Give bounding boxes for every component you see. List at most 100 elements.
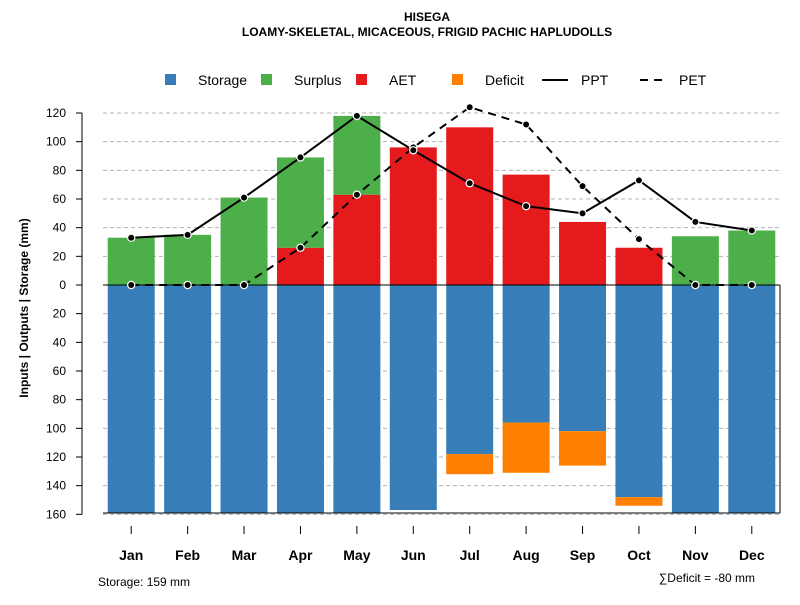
storage-bar — [389, 285, 437, 511]
legend-swatch-deficit — [452, 74, 463, 85]
legend-swatch-surplus — [261, 74, 272, 85]
y-tick-label: 60 — [53, 364, 67, 378]
y-tick-label: 80 — [53, 393, 67, 407]
legend-label-pet: PET — [679, 72, 707, 88]
ppt-point — [578, 209, 587, 218]
legend: Storage Surplus AET Deficit PPT PET — [165, 72, 707, 88]
aet-bar — [333, 194, 381, 285]
deficit-bar — [615, 497, 663, 506]
ppt-point — [127, 233, 136, 242]
y-tick-label: 100 — [46, 421, 66, 435]
deficit-annotation: ∑Deficit = -80 mm — [659, 571, 755, 585]
chart-title: HISEGA — [404, 10, 450, 24]
legend-label-deficit: Deficit — [485, 72, 524, 88]
legend-swatch-storage — [165, 74, 176, 85]
legend-label-ppt: PPT — [581, 72, 609, 88]
x-tick-label: Sep — [570, 547, 596, 563]
y-tick-label: 40 — [53, 335, 67, 349]
gridlines — [103, 112, 780, 515]
x-tick-label: Apr — [288, 547, 313, 563]
storage-bar — [728, 285, 776, 513]
ppt-point — [409, 146, 418, 155]
surplus-bar — [220, 197, 268, 285]
surplus-bar — [333, 115, 381, 195]
x-tick-label: Dec — [739, 547, 765, 563]
aet-bar — [276, 247, 324, 285]
pet-point — [296, 243, 305, 252]
x-tick-label: Jan — [119, 547, 143, 563]
aet-bar — [615, 247, 663, 285]
deficit-bar — [559, 431, 607, 466]
pet-point — [352, 190, 362, 199]
ppt-line — [131, 114, 752, 239]
deficit-bar — [446, 454, 494, 475]
x-tick-label: Nov — [682, 547, 709, 563]
chart-subtitle: LOAMY-SKELETAL, MICACEOUS, FRIGID PACHIC… — [242, 25, 612, 39]
x-tick-label: Jul — [460, 547, 480, 563]
x-tick-label: May — [343, 547, 370, 563]
y-tick-label: 80 — [53, 163, 67, 177]
y-tick-label: 20 — [53, 307, 67, 321]
ppt-point — [691, 217, 700, 227]
storage-bar — [502, 285, 550, 423]
aet-bar — [559, 221, 607, 285]
storage-bar — [220, 285, 268, 513]
aet-bar — [502, 174, 550, 285]
y-tick-label: 0 — [59, 278, 66, 292]
y-tick-label: 120 — [46, 450, 66, 464]
storage-annotation: Storage: 159 mm — [98, 575, 190, 589]
y-tick-label: 60 — [53, 192, 67, 206]
pet-point — [691, 280, 700, 290]
storage-bar — [671, 285, 719, 513]
ppt-point — [183, 230, 192, 240]
x-tick-label: Feb — [175, 547, 200, 563]
bars — [107, 115, 776, 513]
y-tick-label: 20 — [53, 249, 67, 263]
pet-point — [634, 234, 644, 244]
pet-line — [131, 106, 752, 286]
storage-bar — [164, 285, 212, 513]
y-axis-label: Inputs | Outputs | Storage (mm) — [17, 218, 31, 397]
surplus-bar — [671, 236, 719, 285]
legend-label-aet: AET — [389, 72, 417, 88]
deficit-bar — [502, 422, 550, 473]
x-tick-label: Mar — [232, 547, 257, 563]
surplus-bar — [164, 234, 212, 285]
storage-bar — [559, 285, 607, 432]
pet-point — [521, 120, 531, 129]
storage-bar — [333, 285, 381, 513]
pet-point — [239, 280, 249, 290]
aet-bar — [389, 147, 437, 285]
storage-bar — [446, 285, 494, 455]
y-tick-label: 120 — [46, 106, 66, 120]
x-tick-label: Jun — [401, 547, 426, 563]
legend-label-surplus: Surplus — [294, 72, 341, 88]
ppt-point — [634, 176, 644, 185]
x-tick-label: Aug — [513, 547, 540, 563]
surplus-bar — [728, 230, 776, 285]
aet-bar — [446, 127, 494, 285]
legend-swatch-aet — [356, 74, 367, 85]
surplus-bar — [276, 157, 324, 248]
surplus-bar — [107, 237, 155, 285]
ppt-point — [296, 153, 305, 162]
legend-label-storage: Storage — [198, 72, 247, 88]
storage-bar — [276, 285, 324, 513]
y-tick-label: 100 — [46, 135, 66, 149]
pet-point — [183, 280, 192, 290]
x-tick-label: Oct — [627, 547, 651, 563]
storage-bar — [107, 285, 155, 513]
axes: 120 100 80 60 40 20 0 20 40 60 80 100 120 140 160 Jan Fe… — [46, 106, 781, 563]
y-tick-label: 160 — [46, 507, 66, 521]
ppt-point — [239, 193, 249, 202]
pet-point — [747, 280, 756, 290]
pet-point — [578, 181, 587, 191]
series-lines — [103, 103, 780, 290]
storage-bar — [615, 285, 663, 498]
y-tick-label: 40 — [53, 221, 67, 235]
ppt-point — [747, 226, 756, 235]
pet-point — [465, 103, 474, 112]
ppt-point — [521, 201, 531, 211]
ppt-point — [352, 111, 362, 121]
